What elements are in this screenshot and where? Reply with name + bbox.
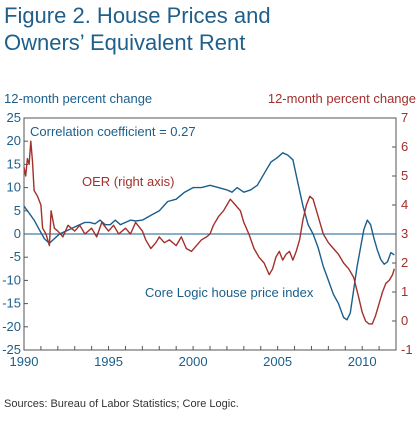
- page-title: Figure 2. House Prices and Owners’ Equiv…: [4, 3, 271, 55]
- left-tick-label: 25: [7, 110, 21, 125]
- left-tick-label: 0: [14, 226, 21, 241]
- left-tick-label: -10: [2, 272, 21, 287]
- correlation-annotation: Correlation coefficient = 0.27: [30, 124, 196, 139]
- series-layer: [23, 140, 395, 325]
- left-axis: 25 20 15 10 5 0 -5 -10 -15 -20 -25: [2, 110, 28, 357]
- x-tick-label: 2000: [179, 354, 208, 369]
- right-tick-label: 5: [401, 168, 408, 183]
- hpi-annotation: Core Logic house price index: [145, 285, 314, 300]
- left-tick-label: 15: [7, 156, 21, 171]
- left-tick-label: -5: [9, 249, 21, 264]
- x-tick-label: 2010: [348, 354, 377, 369]
- right-tick-label: -1: [401, 342, 413, 357]
- left-tick-label: -20: [2, 319, 21, 334]
- left-axis-label: 12-month percent change: [4, 91, 152, 106]
- x-axis: 1990 1995 2000 2005 2010: [10, 346, 397, 369]
- left-tick-label: 5: [14, 203, 21, 218]
- x-tick-label: 1990: [10, 354, 39, 369]
- right-tick-label: 0: [401, 313, 408, 328]
- right-tick-label: 3: [401, 226, 408, 241]
- x-tick-label: 1995: [94, 354, 123, 369]
- source-note: Sources: Bureau of Labor Statistics; Cor…: [4, 398, 239, 410]
- left-tick-label: 10: [7, 180, 21, 195]
- right-tick-label: 6: [401, 139, 408, 154]
- right-tick-label: 7: [401, 110, 408, 125]
- right-tick-label: 2: [401, 255, 408, 270]
- left-tick-label: -25: [2, 342, 21, 357]
- left-tick-label: -15: [2, 296, 21, 311]
- x-tick-label: 2005: [263, 354, 292, 369]
- hpi-series-line: [23, 152, 395, 321]
- right-axis-label: 12-month percent change: [268, 91, 416, 106]
- right-tick-label: 1: [401, 284, 408, 299]
- left-tick-label: 20: [7, 133, 21, 148]
- oer-series-line: [23, 140, 395, 325]
- right-tick-label: 4: [401, 197, 408, 212]
- oer-annotation: OER (right axis): [82, 174, 174, 189]
